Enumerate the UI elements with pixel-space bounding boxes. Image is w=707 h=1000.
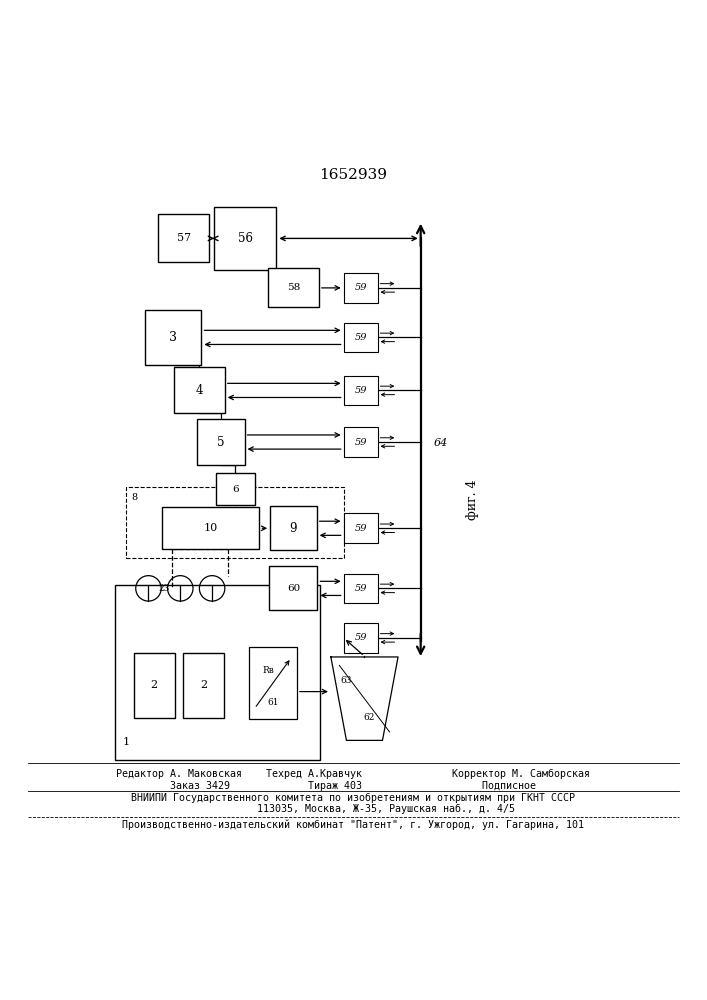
Text: Rв: Rв (263, 666, 274, 675)
Text: 61: 61 (267, 698, 279, 707)
Bar (344, 427, 378, 457)
Bar (162, 507, 259, 549)
Text: 2: 2 (200, 680, 207, 690)
Text: 59: 59 (354, 283, 367, 292)
Text: 62: 62 (363, 713, 375, 722)
Text: 113035, Москва, Ж-35, Раушская наб., д. 4/5: 113035, Москва, Ж-35, Раушская наб., д. … (192, 804, 515, 814)
Polygon shape (331, 657, 398, 740)
Text: 1: 1 (123, 737, 130, 747)
Bar (344, 323, 378, 352)
Bar (183, 653, 224, 718)
Bar (344, 623, 378, 653)
Text: 2: 2 (151, 680, 158, 690)
Text: 4: 4 (196, 384, 203, 397)
Text: Производственно-издательский комбинат "Патент", г. Ужгород, ул. Гагарина, 101: Производственно-издательский комбинат "П… (122, 819, 585, 830)
Text: 63: 63 (341, 676, 352, 685)
Bar (126, 487, 344, 558)
Text: 58: 58 (287, 283, 300, 292)
Text: 10: 10 (204, 523, 218, 533)
Bar (268, 268, 319, 307)
Text: 59: 59 (354, 524, 367, 533)
Bar (216, 473, 255, 505)
Bar (249, 647, 297, 719)
Bar (174, 367, 225, 413)
Text: 59: 59 (354, 584, 367, 593)
Text: Редактор А. Маковская    Техред А.Кравчук               Корректор М. Самборская: Редактор А. Маковская Техред А.Кравчук К… (117, 769, 590, 779)
Text: 64: 64 (434, 438, 448, 448)
Text: 59: 59 (354, 633, 367, 642)
Text: 1652939: 1652939 (320, 168, 387, 182)
Text: Заказ 3429             Тираж 403                    Подписное: Заказ 3429 Тираж 403 Подписное (170, 781, 537, 791)
Bar (344, 376, 378, 405)
Bar (344, 273, 378, 303)
Text: 56: 56 (238, 232, 253, 245)
Text: 3: 3 (169, 331, 177, 344)
Text: 8: 8 (132, 493, 138, 502)
Text: 59: 59 (354, 386, 367, 395)
Text: 59: 59 (354, 333, 367, 342)
Text: 59: 59 (354, 438, 367, 447)
Text: 5: 5 (217, 436, 224, 449)
Text: 60: 60 (287, 584, 300, 593)
Bar (269, 566, 317, 610)
Text: 6: 6 (232, 485, 239, 494)
Bar (197, 419, 245, 465)
Text: фиг. 4: фиг. 4 (466, 480, 479, 520)
Bar (115, 585, 320, 760)
Text: 57: 57 (177, 233, 191, 243)
Text: ВНИИПИ Государственного комитета по изобретениям и открытиям при ГКНТ СССР: ВНИИПИ Государственного комитета по изоб… (132, 793, 575, 803)
Text: 23: 23 (158, 584, 170, 593)
Bar (344, 574, 378, 603)
Bar (344, 513, 378, 543)
Bar (134, 653, 175, 718)
Bar (145, 310, 201, 365)
Bar (158, 214, 209, 262)
Text: 9: 9 (290, 522, 297, 535)
Bar (270, 506, 317, 550)
Bar (214, 207, 276, 270)
